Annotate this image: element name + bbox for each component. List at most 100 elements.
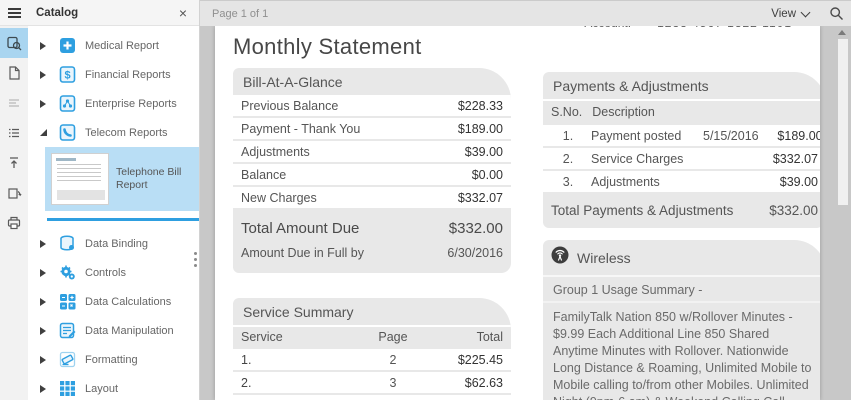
tree-item-controls[interactable]: Controls	[28, 258, 199, 287]
tree-item-label: Enterprise Reports	[85, 97, 177, 110]
cell: $189.00	[777, 128, 820, 143]
viewer-toolbar: Page 1 of 1 View	[200, 0, 851, 26]
view-menu-button[interactable]: View	[759, 1, 821, 27]
hamburger-menu-icon[interactable]	[0, 0, 28, 26]
panel-splitter-handle[interactable]	[194, 252, 197, 267]
table-row: 2. Service Charges $332.07	[543, 148, 820, 169]
amount-due-row: Amount Due in Full by 6/30/2016	[233, 237, 511, 260]
cell: Payment posted	[591, 128, 682, 143]
tree-item-telecom-reports[interactable]: Telecom Reports	[28, 118, 199, 147]
tree-item-label: Formatting	[85, 353, 138, 366]
wireless-antenna-icon	[551, 246, 569, 269]
chevron-right-icon[interactable]	[40, 70, 56, 79]
total-amount-due-row: Total Amount Due $332.00	[233, 210, 511, 237]
total-label: Total Amount Due	[241, 220, 360, 237]
cell: $62.63	[464, 375, 503, 390]
table-row: 3. 3 $43.00	[233, 395, 511, 400]
due-label: Amount Due in Full by	[241, 246, 364, 260]
chevron-right-icon[interactable]	[40, 99, 56, 108]
tree-item-label: Controls	[85, 266, 126, 279]
card-title: Wireless	[577, 249, 631, 266]
telecom-reports-icon	[58, 123, 77, 142]
tree-item-formatting[interactable]: Formatting	[28, 345, 199, 374]
wireless-body-text: FamilyTalk Nation 850 w/Rollover Minutes…	[553, 310, 812, 400]
report-thumbnail	[51, 153, 109, 205]
chevron-right-icon[interactable]	[40, 239, 56, 248]
data-manipulation-icon	[58, 321, 77, 340]
cell: 3.	[562, 174, 574, 189]
report-page: Account: 1233 4567 1322 1101 Monthly Stat…	[215, 26, 820, 400]
row-value: $228.33	[457, 98, 503, 113]
page-setup-icon[interactable]	[0, 178, 28, 208]
chevron-right-icon[interactable]	[40, 384, 56, 393]
card-title: Payments & Adjustments	[553, 78, 709, 94]
upload-icon[interactable]	[0, 148, 28, 178]
chevron-right-icon[interactable]	[40, 268, 56, 277]
chevron-right-icon[interactable]	[40, 41, 56, 50]
total-value: $332.00	[769, 203, 818, 218]
table-row: 1. Payment posted 5/15/2016 $189.00	[543, 125, 820, 146]
view-menu-label: View	[771, 7, 796, 20]
column-header: Service	[241, 330, 283, 344]
report-item-telephone-bill[interactable]: Telephone Bill Report	[45, 147, 199, 211]
account-line: Account: 1233 4567 1322 1101	[584, 26, 792, 30]
row-value: $189.00	[457, 121, 503, 136]
column-header: Page	[378, 330, 408, 344]
chevron-right-icon[interactable]	[40, 326, 56, 335]
chevron-right-icon[interactable]	[40, 297, 56, 306]
table-header-row: Service Page Total	[233, 325, 511, 347]
cell: 5/15/2016	[703, 128, 759, 143]
tree-item-financial-reports[interactable]: $ Financial Reports	[28, 60, 199, 89]
cell: 3	[363, 399, 423, 400]
wireless-subtitle: Group 1 Usage Summary -	[543, 277, 820, 303]
medical-report-icon	[58, 36, 77, 55]
cell: 3.	[241, 399, 363, 400]
search-icon[interactable]	[821, 1, 851, 27]
enterprise-reports-icon	[58, 94, 77, 113]
tree-item-medical-report[interactable]: Medical Report	[28, 31, 199, 60]
tree-item-layout[interactable]: Layout	[28, 374, 199, 400]
tree-item-data-binding[interactable]: Data Binding	[28, 229, 199, 258]
formatting-icon	[58, 350, 77, 369]
row-label: Adjustments	[241, 144, 310, 159]
row-label: Payment - Thank You	[241, 121, 361, 136]
scroll-up-icon[interactable]	[838, 30, 846, 35]
total-value: $332.00	[448, 220, 503, 237]
bill-row: New Charges $332.07	[233, 187, 511, 208]
outline-icon[interactable]	[0, 88, 28, 118]
card-title: Service Summary	[243, 304, 354, 320]
tree-item-data-calculations[interactable]: Data Calculations	[28, 287, 199, 316]
total-label: Total Payments & Adjustments	[551, 203, 734, 218]
tree-item-label: Data Binding	[85, 237, 148, 250]
document-icon[interactable]	[0, 58, 28, 88]
cell: 2	[389, 352, 397, 367]
cell: 2.	[562, 151, 574, 166]
layout-icon	[58, 379, 77, 398]
vertical-scrollbar[interactable]	[834, 26, 851, 400]
row-value: $332.07	[457, 190, 503, 205]
tree-item-label: Medical Report	[85, 39, 159, 52]
row-label: Previous Balance	[241, 98, 339, 113]
chevron-right-icon[interactable]	[40, 355, 56, 364]
tree-item-label: Financial Reports	[85, 68, 171, 81]
controls-icon	[58, 263, 77, 282]
scrollbar-thumb[interactable]	[838, 39, 848, 205]
tree-item-data-manipulation[interactable]: Data Manipulation	[28, 316, 199, 345]
chevron-down-icon	[800, 7, 811, 17]
bill-row: Previous Balance $228.33	[233, 95, 511, 116]
service-summary-card: Service Summary Service Page Total 1. 2 …	[233, 298, 511, 400]
cell: Adjustments	[591, 174, 660, 189]
wireless-card: Wireless Group 1 Usage Summary - FamilyT…	[543, 240, 820, 400]
sidebar-title: Catalog	[36, 6, 79, 19]
toc-list-icon[interactable]	[0, 118, 28, 148]
chevron-expanded-icon[interactable]	[40, 129, 56, 136]
tree-item-enterprise-reports[interactable]: Enterprise Reports	[28, 89, 199, 118]
catalog-search-icon[interactable]	[0, 28, 28, 58]
financial-reports-icon: $	[58, 65, 77, 84]
report-viewport[interactable]: Account: 1233 4567 1322 1101 Monthly Stat…	[200, 26, 851, 400]
data-binding-icon	[58, 234, 77, 253]
printer-icon[interactable]	[0, 208, 28, 238]
close-icon[interactable]: ×	[178, 4, 188, 21]
cell: 1.	[241, 352, 252, 367]
cell: 1.	[562, 128, 574, 143]
